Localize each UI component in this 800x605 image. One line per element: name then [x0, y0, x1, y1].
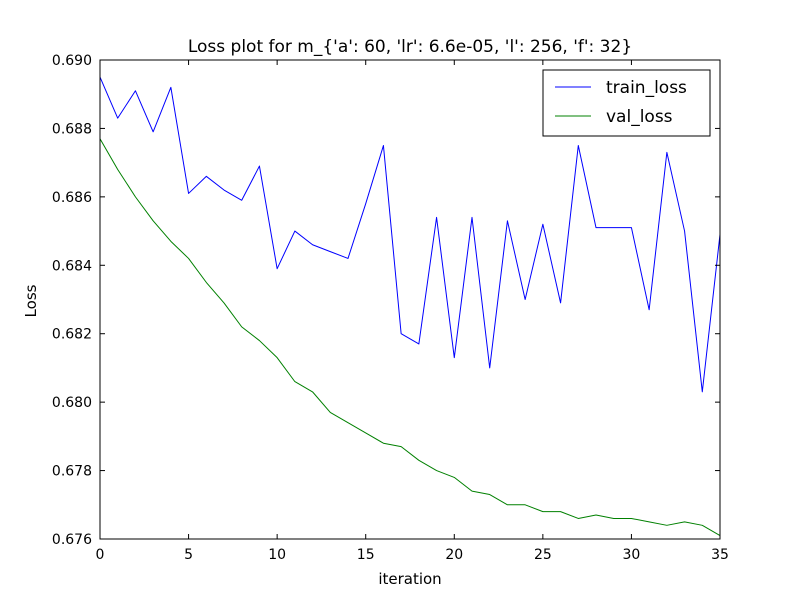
y-tick-label: 0.688 [52, 121, 92, 137]
x-tick-label: 0 [96, 547, 105, 563]
legend-label-val-loss: val_loss [606, 107, 673, 127]
series-layer [99, 76, 721, 537]
x-tick-label: 35 [711, 547, 729, 563]
y-axis-label: Loss [22, 284, 40, 317]
x-axis-label: iteration [378, 570, 441, 588]
y-tick-label: 0.682 [52, 327, 92, 343]
x-tick-label: 20 [445, 547, 463, 563]
x-tick-label: 25 [534, 547, 552, 563]
y-tick-label: 0.676 [52, 532, 92, 548]
y-tick-label: 0.686 [52, 190, 92, 206]
y-tick-label: 0.684 [52, 258, 92, 274]
plot-frame [99, 59, 721, 540]
chart-title: Loss plot for m_{'a': 60, 'lr': 6.6e-05,… [188, 37, 632, 57]
y-tick-label: 0.678 [52, 464, 92, 480]
series-line-train-loss [99, 76, 721, 393]
x-tick-label: 5 [184, 547, 193, 563]
x-tick-label: 15 [357, 547, 375, 563]
x-tick-label: 30 [623, 547, 641, 563]
legend-label-train-loss: train_loss [606, 78, 687, 98]
legend-box [542, 69, 711, 137]
x-tick-label: 10 [268, 547, 286, 563]
y-tick-label: 0.680 [52, 395, 92, 411]
series-line-val-loss [99, 138, 721, 537]
tick-layer: 0 5 10 15 20 25 30 35 0.676 0.678 0.680 0.682 0.684 0… [52, 53, 729, 563]
y-tick-label: 0.690 [52, 53, 92, 69]
legend: train_loss val_loss [542, 69, 711, 137]
